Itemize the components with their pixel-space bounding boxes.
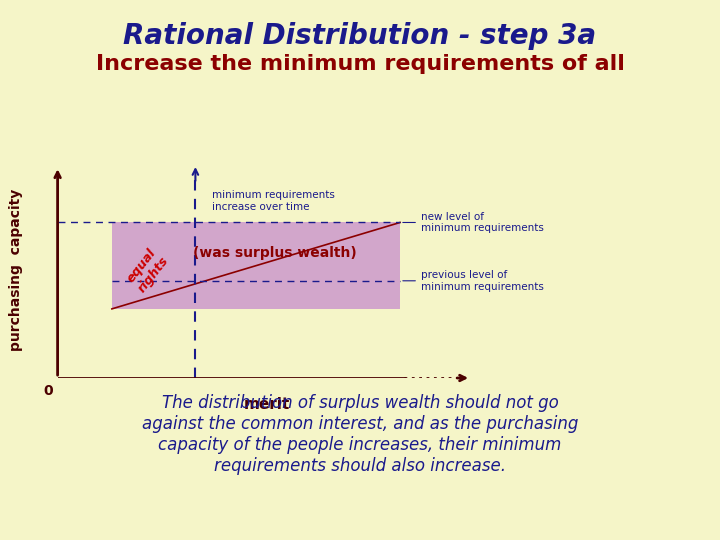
Text: Rational Distribution - step 3a: Rational Distribution - step 3a bbox=[123, 22, 597, 50]
Text: merit: merit bbox=[243, 397, 289, 413]
Text: equal
rights: equal rights bbox=[124, 245, 171, 295]
Text: (was surplus wealth): (was surplus wealth) bbox=[193, 246, 356, 260]
Bar bbox=[112, 222, 400, 309]
Text: previous level of
minimum requirements: previous level of minimum requirements bbox=[402, 270, 544, 292]
Text: minimum requirements
increase over time: minimum requirements increase over time bbox=[212, 190, 335, 212]
Text: purchasing  capacity: purchasing capacity bbox=[9, 189, 23, 351]
Text: 0: 0 bbox=[44, 384, 53, 399]
Text: Increase the minimum requirements of all: Increase the minimum requirements of all bbox=[96, 54, 624, 74]
Text: new level of
minimum requirements: new level of minimum requirements bbox=[402, 212, 544, 233]
Text: The distribution of surplus wealth should not go
against the common interest, an: The distribution of surplus wealth shoul… bbox=[142, 394, 578, 475]
